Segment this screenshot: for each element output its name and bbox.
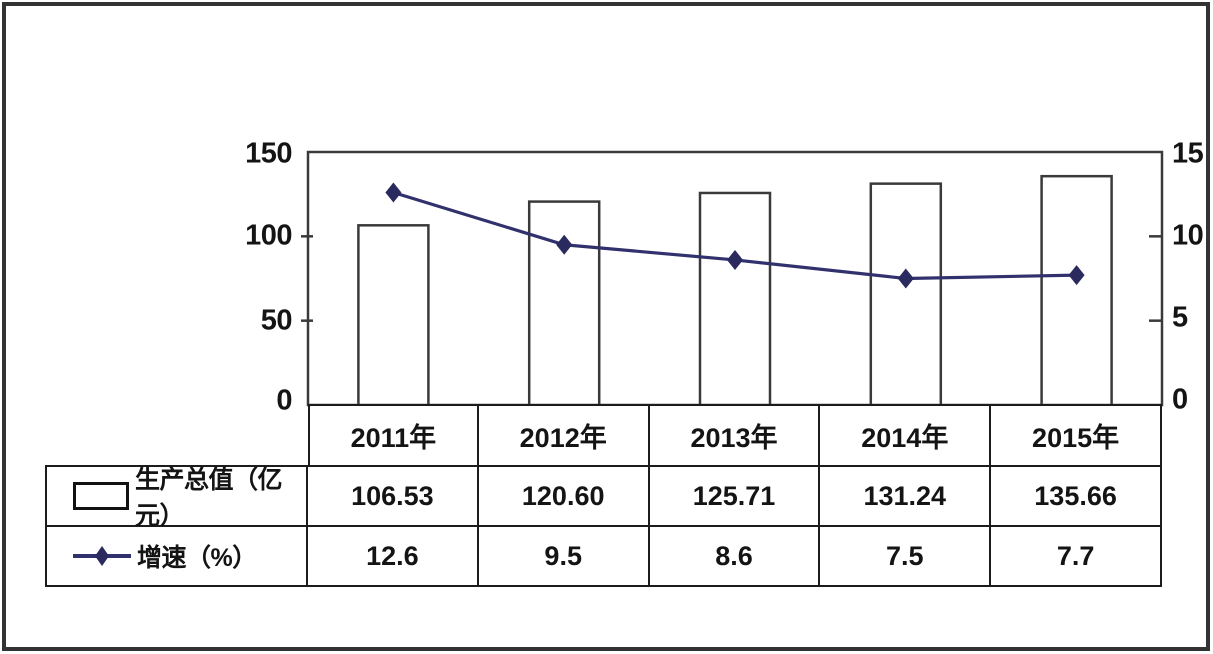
right-axis-tick-label: 10: [1172, 219, 1204, 252]
bar-legend-swatch: [73, 482, 129, 510]
year-header-cell: 2012年: [478, 404, 650, 467]
line-marker-2014年: [897, 268, 914, 289]
right-axis-tick-label: 15: [1172, 137, 1204, 170]
year-header-cell: 2013年: [649, 404, 821, 467]
table-value-cell: 9.5: [478, 527, 650, 587]
year-header-cell: 2015年: [991, 404, 1162, 467]
table-value-cell: 8.6: [649, 527, 821, 587]
left-axis-tick-label: 150: [245, 137, 292, 170]
legend-label-gdp: 生产总值（亿元）: [135, 466, 283, 530]
bar-2015年: [1040, 174, 1113, 407]
left-axis-tick-label: 100: [245, 219, 292, 252]
bar-2014年: [869, 182, 943, 407]
line-marker-2012年: [556, 234, 573, 255]
line-marker-2011年: [385, 182, 402, 203]
right-axis-tick-label: 5: [1172, 301, 1188, 334]
line-legend-marker: [73, 544, 131, 568]
bar-2011年: [357, 224, 430, 407]
table-corner-empty: [45, 404, 308, 467]
line-legend-diamond: [95, 546, 109, 566]
legend-row-growth: 增速（%）: [45, 527, 308, 587]
left-axis-tick-label: 50: [260, 304, 293, 337]
line-marker-2015年: [1068, 265, 1085, 286]
legend-row-gdp: 生产总值（亿元）: [45, 466, 308, 530]
right-axis-tick-label: 0: [1172, 383, 1188, 416]
bar-2012年: [527, 200, 601, 407]
line-marker-2013年: [727, 249, 743, 270]
legend-label-growth: 增速（%）: [137, 544, 257, 572]
table-value-cell: 7.7: [991, 527, 1162, 587]
left-axis-tick-label: 0: [276, 384, 292, 417]
table-value-cell: 125.71: [649, 467, 821, 527]
bar-2013年: [698, 191, 772, 407]
table-value-cell: 12.6: [308, 527, 479, 587]
table-value-cell: 106.53: [308, 467, 479, 527]
table-value-cell: 120.60: [478, 467, 650, 527]
data-table: 2011年 2012年 2013年 2014年 2015年 生产总值（亿元） 1…: [45, 404, 1162, 587]
year-header-cell: 2014年: [820, 404, 992, 467]
table-value-cell: 135.66: [991, 467, 1162, 527]
table-value-cell: 131.24: [820, 467, 992, 527]
year-header-cell: 2011年: [308, 404, 479, 467]
table-value-cell: 7.5: [820, 527, 992, 587]
